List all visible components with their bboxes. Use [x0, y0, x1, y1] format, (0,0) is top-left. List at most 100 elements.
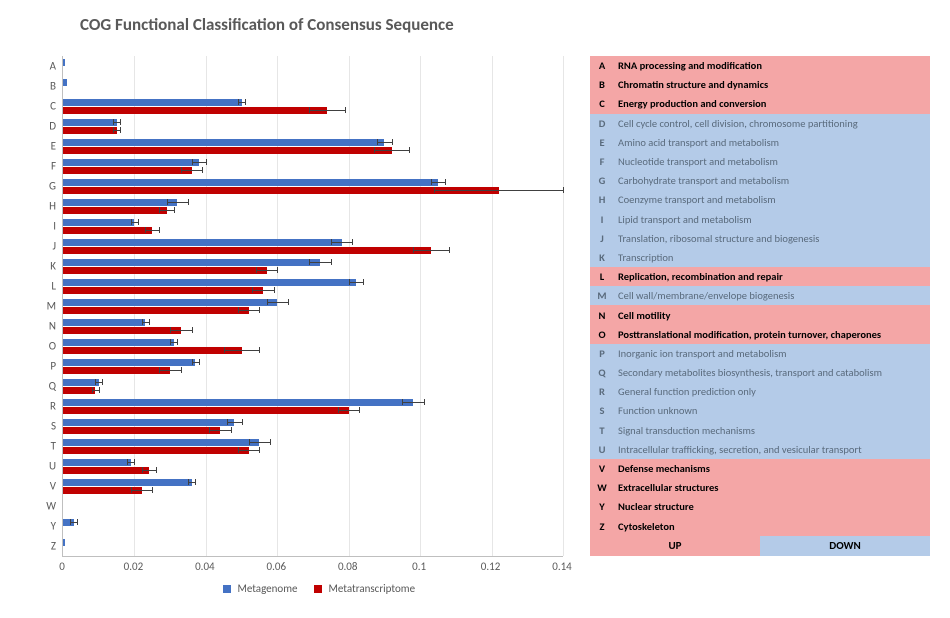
error-bar-cap [152, 487, 153, 493]
category-row: DCell cycle control, cell division, chro… [590, 114, 930, 133]
bar-metagenome [63, 119, 117, 126]
error-bar [374, 150, 410, 151]
error-bar-cap [202, 167, 203, 173]
category-code: U [590, 443, 614, 456]
error-bar [267, 302, 288, 303]
bar-metagenome [63, 219, 134, 226]
category-description: Intracellular trafficking, secretion, an… [614, 443, 930, 456]
bar-metagenome [63, 99, 242, 106]
series-legend: Metagenome Metatranscriptome [62, 582, 562, 595]
error-bar-cap [352, 239, 353, 245]
category-row: CEnergy production and conversion [590, 94, 930, 113]
y-axis-label: P [36, 360, 56, 373]
x-axis-tick-label: 0 [59, 560, 65, 573]
error-bar-cap [142, 319, 143, 325]
error-bar-cap [131, 487, 132, 493]
category-row: VDefense mechanisms [590, 459, 930, 478]
error-bar-cap [131, 219, 132, 225]
error-bar [238, 102, 245, 103]
error-bar-cap [192, 327, 193, 333]
error-bar [338, 410, 359, 411]
y-axis-label: K [36, 260, 56, 273]
error-bar-cap [209, 427, 210, 433]
bar-metatranscriptome [63, 447, 249, 454]
y-axis-label: D [36, 120, 56, 133]
bar-metatranscriptome [63, 487, 142, 494]
cog-bar-chart: 00.020.040.060.080.10.120.14 Metagenome … [36, 56, 566, 576]
legend-label-metagenome: Metagenome [237, 582, 297, 595]
error-bar-cap [424, 399, 425, 405]
category-description: Function unknown [614, 404, 930, 417]
y-axis-label: V [36, 480, 56, 493]
error-bar [95, 382, 102, 383]
y-axis-label: C [36, 100, 56, 113]
bar-metagenome [63, 539, 65, 546]
error-bar [159, 370, 180, 371]
error-bar-cap [156, 467, 157, 473]
error-bar [70, 522, 77, 523]
x-axis-ticks: 00.020.040.060.080.10.120.14 [62, 560, 562, 576]
category-code: S [590, 404, 614, 417]
category-row: ARNA processing and modification [590, 56, 930, 75]
error-bar-cap [145, 227, 146, 233]
bar-metatranscriptome [63, 387, 95, 394]
x-axis-tick-label: 0.14 [552, 560, 572, 573]
bar-metatranscriptome [63, 287, 263, 294]
category-code: R [590, 385, 614, 398]
category-code: M [590, 289, 614, 302]
category-row: ILipid transport and metabolism [590, 210, 930, 229]
error-bar-cap [238, 447, 239, 453]
error-bar-cap [374, 147, 375, 153]
category-description: Extracellular structures [614, 481, 930, 494]
category-row: TSignal transduction mechanisms [590, 421, 930, 440]
error-bar-cap [231, 427, 232, 433]
error-bar [238, 450, 259, 451]
bar-metagenome [63, 59, 65, 66]
bar-metagenome [63, 379, 99, 386]
bar-metatranscriptome [63, 307, 249, 314]
category-code: A [590, 59, 614, 72]
bar-metatranscriptome [63, 367, 170, 374]
bar-metagenome [63, 199, 177, 206]
error-bar-cap [159, 227, 160, 233]
category-code: Q [590, 366, 614, 379]
plot-area [62, 56, 563, 557]
error-bar-cap [431, 179, 432, 185]
error-bar-cap [434, 187, 435, 193]
bar-metagenome [63, 359, 195, 366]
error-bar-cap [174, 207, 175, 213]
error-bar-cap [149, 319, 150, 325]
error-bar-cap [409, 147, 410, 153]
bar-metagenome [63, 419, 234, 426]
category-code: Z [590, 520, 614, 533]
error-bar-cap [195, 479, 196, 485]
category-description: Posttranslational modification, protein … [614, 328, 930, 341]
error-bar-cap [227, 419, 228, 425]
error-bar [252, 290, 273, 291]
gridline [349, 56, 350, 556]
error-bar-cap [192, 359, 193, 365]
category-description: Coenzyme transport and metabolism [614, 193, 930, 206]
category-description: Nucleotide transport and metabolism [614, 155, 930, 168]
error-bar [309, 262, 330, 263]
error-bar-cap [274, 287, 275, 293]
y-axis-label: T [36, 440, 56, 453]
down-label: DOWN [760, 536, 930, 556]
bar-metatranscriptome [63, 267, 267, 274]
error-bar-cap [267, 299, 268, 305]
bar-metagenome [63, 259, 320, 266]
category-row: WExtracellular structures [590, 478, 930, 497]
category-row: MCell wall/membrane/envelope biogenesis [590, 286, 930, 305]
error-bar-cap [413, 247, 414, 253]
bar-metatranscriptome [63, 227, 152, 234]
category-row: PInorganic ion transport and metabolism [590, 344, 930, 363]
legend-swatch-metagenome [223, 585, 231, 593]
bar-metagenome [63, 179, 438, 186]
category-row: ZCytoskeleton [590, 517, 930, 536]
error-bar [159, 210, 173, 211]
category-code: L [590, 270, 614, 283]
error-bar-cap [270, 439, 271, 445]
error-bar-cap [249, 439, 250, 445]
error-bar-cap [138, 219, 139, 225]
error-bar-cap [259, 307, 260, 313]
